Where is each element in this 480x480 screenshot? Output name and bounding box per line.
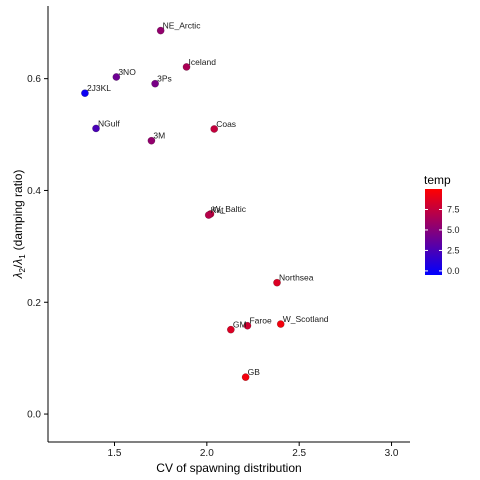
data-point-label: 3NO	[118, 67, 136, 77]
data-point-label: Kat	[211, 205, 224, 215]
legend-tick-label: 2.5	[447, 245, 460, 255]
data-point	[151, 79, 159, 88]
legend-colorbar	[425, 189, 442, 275]
data-point	[226, 325, 235, 334]
data-point-label: Faroe	[249, 316, 271, 326]
data-point-label: Iceland	[189, 57, 217, 67]
y-axis-title-sub-1: 1	[18, 254, 27, 259]
data-point	[156, 26, 165, 35]
y-axis-title-lambda-1: λ	[11, 259, 25, 266]
data-point-label: W_Baltic	[213, 204, 247, 214]
data-point-label: GB	[248, 367, 261, 377]
y-tick-label: 0.2	[27, 298, 41, 309]
data-point	[147, 136, 156, 145]
y-axis-title-sub-2: 2	[18, 267, 27, 272]
color-legend: temp 0.0 2.5 5.0 7.5	[424, 173, 460, 276]
legend-title: temp	[424, 173, 451, 187]
y-axis-title-text: (damping ratio)	[11, 170, 25, 251]
y-axis-ticks: 0.0 0.2 0.4 0.6	[27, 74, 48, 421]
data-point-label: Coas	[216, 119, 236, 129]
y-tick-label: 0.6	[27, 74, 41, 85]
data-point	[243, 321, 252, 330]
legend-ticks: 0.0 2.5 5.0 7.5	[425, 204, 460, 276]
data-point	[92, 124, 100, 133]
data-point-label: Northsea	[279, 273, 314, 283]
data-point-label: GM	[233, 320, 247, 330]
data-point	[241, 373, 250, 382]
data-point-label: W_Scotland	[283, 314, 329, 324]
x-axis-title: CV of spawning distribution	[156, 461, 301, 475]
data-point	[276, 320, 285, 328]
y-axis-title: λ2/λ1(damping ratio)	[11, 170, 27, 280]
data-point-label: NE_Arctic	[163, 21, 202, 31]
data-point-label: 2J3KL	[87, 83, 111, 93]
plot-panel: 1.5 2.0 2.5 3.0 0.0 0.2 0.4 0.6 NE_Arctic Icela…	[27, 6, 410, 459]
data-point	[81, 89, 89, 98]
y-tick-label: 0.0	[27, 410, 41, 421]
data-points	[81, 26, 285, 382]
data-point-labels: NE_Arctic Iceland 3NO 3Ps 2J3KL NGulf Coas 3M W_…	[87, 21, 329, 378]
y-axis-title-slash: /	[11, 264, 25, 268]
x-tick-label: 2.0	[200, 448, 214, 459]
data-point	[210, 125, 219, 133]
data-point	[182, 63, 191, 71]
x-tick-label: 3.0	[385, 448, 399, 459]
legend-tick-label: 7.5	[447, 204, 460, 214]
data-point-label: 3Ps	[157, 74, 172, 84]
y-axis-title-lambda-2: λ	[11, 272, 25, 279]
data-point	[112, 73, 121, 81]
data-point-label: 3M	[153, 131, 165, 141]
x-tick-label: 2.5	[292, 448, 306, 459]
x-axis-ticks: 1.5 2.0 2.5 3.0	[108, 442, 399, 459]
data-point	[204, 211, 213, 219]
data-point	[273, 278, 281, 287]
data-point-label: NGulf	[98, 118, 120, 128]
legend-tick-label: 0.0	[447, 266, 460, 276]
y-tick-label: 0.4	[27, 186, 41, 197]
legend-tick-label: 5.0	[447, 225, 460, 235]
x-tick-label: 1.5	[108, 448, 122, 459]
